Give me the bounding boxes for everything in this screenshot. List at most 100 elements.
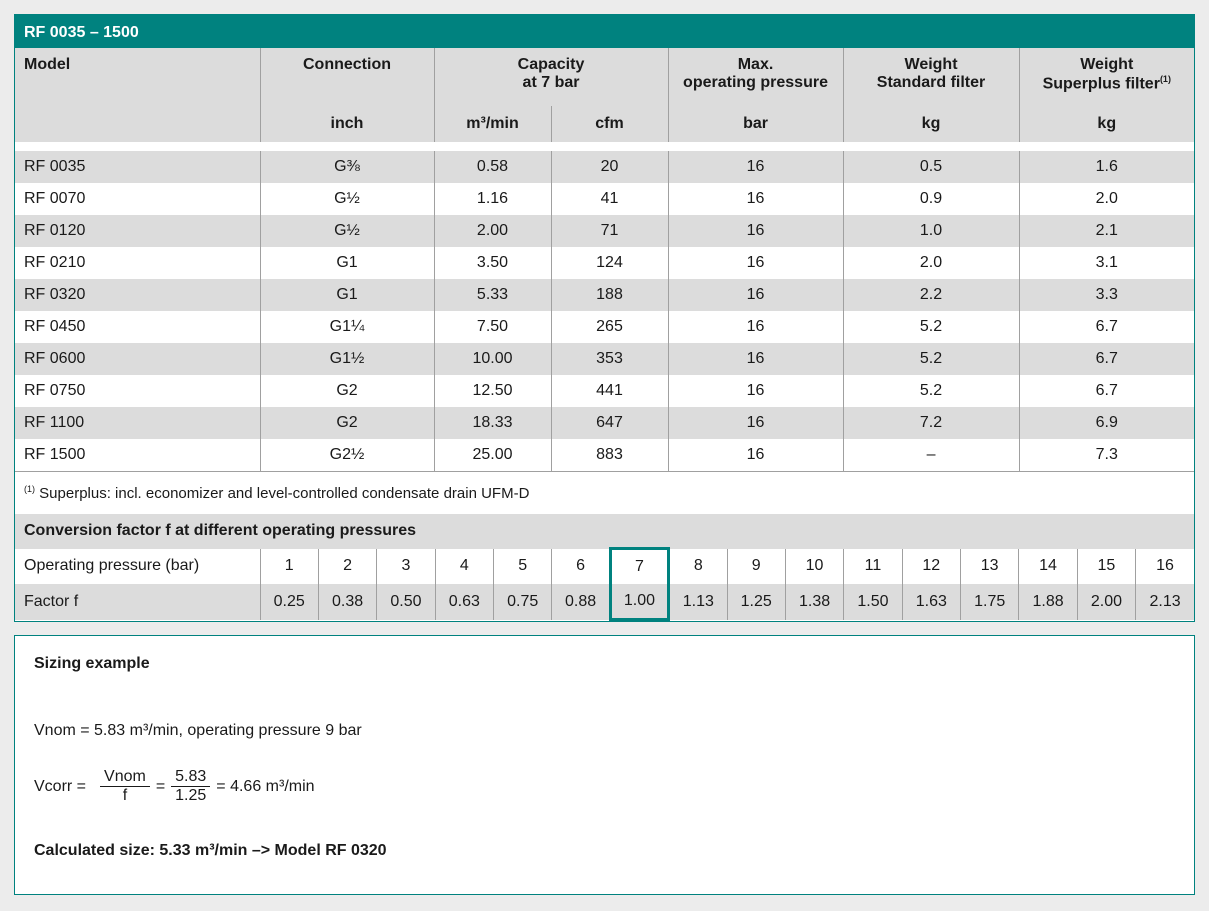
factor-cell: 1.25 <box>726 584 786 620</box>
factor-cell: 0.25 <box>259 584 319 620</box>
pressure-cell: 6 <box>551 548 611 584</box>
factor-cell: 0.63 <box>434 584 494 620</box>
pressure-cell: 15 <box>1076 548 1136 584</box>
table-cell: 1.16 <box>433 183 551 215</box>
table-cell: 441 <box>550 375 669 407</box>
table-cell: 5.33 <box>433 279 551 311</box>
table-cell: RF 0450 <box>24 318 86 335</box>
pressure-cell: 10 <box>784 548 844 584</box>
table-cell: 647 <box>550 407 669 439</box>
pressure-cell: 8 <box>668 548 727 584</box>
table-cell: 10.00 <box>433 343 551 375</box>
table-cell: G1 <box>259 279 434 311</box>
table-cell: 16 <box>667 215 844 247</box>
pressure-cell: 13 <box>959 548 1019 584</box>
table-cell: 265 <box>550 311 669 343</box>
header-weight-superplus: Weight Superplus filter(1) <box>1018 48 1194 106</box>
factor-label: Factor f <box>15 584 260 620</box>
table-cell: 3.1 <box>1018 247 1194 279</box>
pressure-label: Operating pressure (bar) <box>24 557 200 575</box>
unit-header: inch <box>259 106 434 142</box>
pressure-cell: 5 <box>492 548 552 584</box>
table-cell: 16 <box>667 439 844 472</box>
factor-cell: 1.50 <box>843 584 903 620</box>
pressure-cell: 7 <box>608 547 671 584</box>
unit-header: kg <box>842 106 1020 142</box>
table-row: RF 0450 G1¼ 7.50 265 16 5.2 6.7 <box>15 311 1194 343</box>
table-cell: 2.0 <box>842 247 1020 279</box>
table-cell: 20 <box>550 151 669 183</box>
table-cell: 1.0 <box>842 215 1020 247</box>
table-cell: RF 1500 <box>24 446 86 463</box>
header-model: Model <box>15 48 260 142</box>
table-cell: 12.50 <box>433 375 551 407</box>
table-cell: 16 <box>667 247 844 279</box>
table-cell: G⅜ <box>259 151 434 183</box>
table-cell: G2 <box>259 375 434 407</box>
pressure-cell: 3 <box>376 548 436 584</box>
conversion-title: Conversion factor f at different operati… <box>15 514 1194 549</box>
table-cell: 7.50 <box>433 311 551 343</box>
header-weight-standard: Weight Standard filter <box>842 48 1020 106</box>
pressure-cell: 1 <box>259 548 319 584</box>
unit-header: kg <box>1018 106 1194 142</box>
pressure-cell: 16 <box>1135 548 1194 584</box>
table-cell: 7.2 <box>842 407 1020 439</box>
table-cell: RF 0320 <box>15 279 260 311</box>
factor-cell: 0.38 <box>317 584 377 620</box>
table-cell: RF 0210 <box>24 254 86 271</box>
factor-cell: 0.88 <box>551 584 611 620</box>
table-cell: – <box>842 439 1020 472</box>
table-cell: 5.2 <box>842 343 1020 375</box>
table-cell: G2 <box>259 407 434 439</box>
table-cell: 16 <box>667 279 844 311</box>
header-max-pressure: Max. operating pressure <box>667 48 844 106</box>
table-cell: 0.58 <box>433 151 551 183</box>
table-cell: 353 <box>550 343 669 375</box>
pressure-cell: 11 <box>843 548 903 584</box>
header-capacity: Capacity at 7 bar <box>433 48 669 106</box>
table-cell: 0.5 <box>842 151 1020 183</box>
sizing-line1: Vnom = 5.83 m³/min, operating pressure 9… <box>34 722 362 739</box>
table-cell: 6.7 <box>1018 375 1194 407</box>
table-cell: 5.2 <box>842 311 1020 343</box>
table-row: RF 0600 G1½ 10.00 353 16 5.2 6.7 <box>15 343 1194 375</box>
table-cell: 16 <box>667 311 844 343</box>
pressure-cell: 12 <box>901 548 961 584</box>
conversion-table: Conversion factor f at different operati… <box>15 514 1194 621</box>
table-cell: 883 <box>550 439 669 472</box>
table-cell: 188 <box>550 279 669 311</box>
factor-cell: 1.00 <box>608 584 671 621</box>
table-cell: RF 1100 <box>15 407 260 439</box>
table-row: RF 0210 G1 3.50 124 16 2.0 3.1 <box>15 247 1194 279</box>
table-row: RF 0120 G½ 2.00 71 16 1.0 2.1 <box>15 215 1194 247</box>
table-cell: 0.9 <box>842 183 1020 215</box>
factor-cell: 0.50 <box>376 584 436 620</box>
factor-cell: 1.13 <box>668 584 727 620</box>
table-cell: 2.0 <box>1018 183 1194 215</box>
table-cell: 16 <box>667 375 844 407</box>
table-cell: RF 0035 <box>15 151 260 183</box>
unit-header: m³/min <box>433 106 551 142</box>
factor-cell: 0.75 <box>492 584 552 620</box>
table-cell: 25.00 <box>433 439 551 472</box>
table-cell: G2½ <box>259 439 434 472</box>
table-cell: 16 <box>667 183 844 215</box>
spec-table-box: RF 0035 – 1500 Model Connection Capacity… <box>14 14 1195 622</box>
table-cell: 18.33 <box>433 407 551 439</box>
sizing-conclusion: Calculated size: 5.33 m³/min –> Model RF… <box>34 842 387 859</box>
table-cell: G½ <box>259 215 434 247</box>
sizing-formula: Vcorr = Vnom f = 5.83 1.25 = 4.66 m³/min <box>34 768 315 804</box>
pressure-cell: 14 <box>1018 548 1078 584</box>
table-cell: 6.7 <box>1018 311 1194 343</box>
factor-cell: 2.00 <box>1076 584 1136 620</box>
table-cell: G½ <box>259 183 434 215</box>
table-cell: 2.1 <box>1018 215 1194 247</box>
table-cell: G1¼ <box>259 311 434 343</box>
unit-header: cfm <box>550 106 669 142</box>
table-cell: RF 0750 <box>24 382 86 399</box>
table-cell: 16 <box>667 343 844 375</box>
table-row: RF 0750 G2 12.50 441 16 5.2 6.7 <box>15 375 1194 407</box>
table-cell: 6.7 <box>1018 343 1194 375</box>
